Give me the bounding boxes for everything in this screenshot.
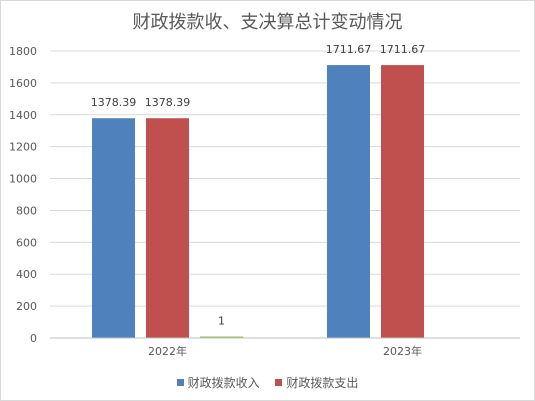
legend-item-expense: 财政拨款支出 — [275, 374, 358, 391]
legend-swatch-income — [176, 379, 184, 386]
data-labels: 1378.39 1378.39 1 1711.67 1711.67 — [91, 43, 426, 327]
y-tick-label: 1200 — [9, 141, 37, 154]
y-tick-label: 1800 — [9, 45, 37, 58]
x-tick-label: 2022年 — [148, 344, 187, 358]
data-label: 1378.39 — [91, 96, 137, 109]
bar — [200, 336, 243, 338]
y-axis-labels: 0 200 400 600 800 1000 1200 1400 1600 1800 — [9, 45, 37, 345]
y-tick-label: 1400 — [9, 109, 37, 122]
y-tick-label: 400 — [16, 268, 37, 281]
chart-title: 财政拨款收、支决算总计变动情况 — [132, 12, 403, 33]
x-tick-label: 2023年 — [383, 344, 422, 358]
legend: 财政拨款收入 财政拨款支出 — [0, 374, 535, 391]
data-label: 1711.67 — [380, 43, 426, 56]
bars — [92, 65, 424, 338]
bar — [381, 65, 424, 338]
legend-item-income: 财政拨款收入 — [176, 374, 260, 391]
legend-label-expense: 财政拨款支出 — [286, 376, 359, 390]
data-label: 1 — [218, 315, 225, 328]
y-tick-label: 0 — [30, 332, 37, 345]
x-axis: 2022年 2023年 — [50, 337, 520, 358]
bar — [327, 65, 370, 338]
y-tick-label: 1000 — [9, 173, 37, 186]
legend-swatch-expense — [275, 379, 283, 386]
data-label: 1378.39 — [145, 96, 191, 109]
bar — [146, 118, 189, 338]
y-tick-label: 200 — [16, 300, 37, 313]
y-tick-label: 1600 — [9, 77, 37, 90]
y-tick-label: 800 — [16, 204, 37, 217]
data-label: 1711.67 — [326, 43, 372, 56]
y-tick-label: 600 — [16, 236, 37, 249]
legend-label-income: 财政拨款收入 — [187, 376, 260, 390]
bar — [92, 118, 135, 338]
